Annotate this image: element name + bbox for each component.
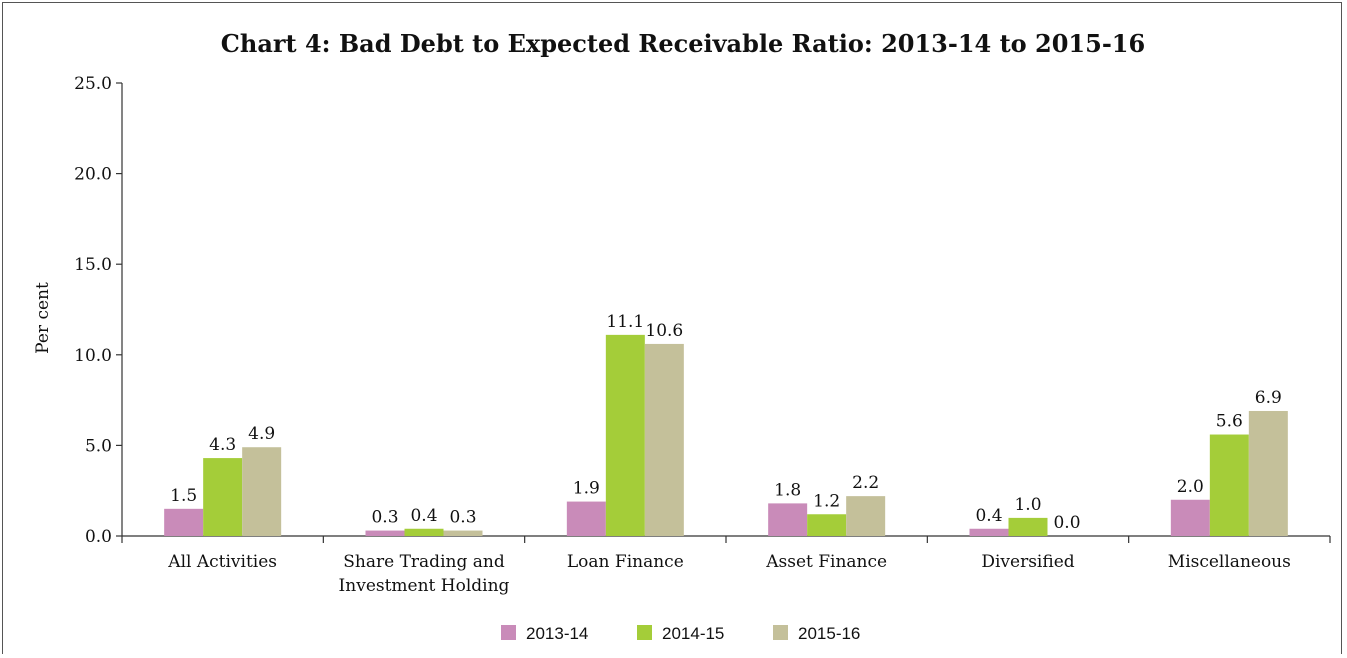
bar-2013-14 bbox=[566, 501, 606, 536]
x-category-label: Asset Finance bbox=[765, 552, 887, 572]
x-category-label: All Activities bbox=[167, 552, 277, 572]
bar-2014-15 bbox=[404, 528, 444, 536]
bar-2015-16 bbox=[846, 496, 886, 536]
bar-2015-16 bbox=[242, 447, 282, 536]
y-tick-label: 15.0 bbox=[74, 255, 112, 275]
legend-swatch bbox=[773, 625, 788, 640]
data-label: 2.0 bbox=[1177, 477, 1204, 497]
bar-2014-15 bbox=[605, 334, 645, 536]
bar-2013-14 bbox=[969, 528, 1009, 536]
y-tick-label: 20.0 bbox=[74, 165, 112, 185]
y-tick-label: 25.0 bbox=[74, 74, 112, 94]
x-category-label: Miscellaneous bbox=[1168, 552, 1291, 572]
legend-swatch bbox=[637, 625, 652, 640]
data-label: 4.9 bbox=[248, 424, 275, 444]
bar-2013-14 bbox=[1170, 499, 1210, 536]
legend-label: 2015-16 bbox=[798, 624, 860, 643]
bar-2014-15 bbox=[203, 458, 243, 536]
data-label: 6.9 bbox=[1255, 388, 1282, 408]
bar-2013-14 bbox=[164, 508, 204, 536]
x-category-label: Diversified bbox=[981, 552, 1074, 572]
x-category-label: Share Trading and bbox=[343, 552, 505, 572]
bar-2014-15 bbox=[1209, 434, 1249, 536]
y-axis-label: Per cent bbox=[33, 282, 53, 354]
data-label: 1.8 bbox=[774, 480, 801, 500]
y-tick-label: 0.0 bbox=[85, 527, 112, 547]
data-label: 10.6 bbox=[645, 321, 683, 341]
bar-2013-14 bbox=[365, 530, 405, 536]
x-category-label: Investment Holding bbox=[339, 576, 510, 596]
bars: 1.5 4.3 4.9 0.3 0.4 0.3 1.9 11.1 10.6 1.8 1.2 2.2 0.… bbox=[164, 312, 1288, 536]
bar-2015-16 bbox=[1248, 410, 1288, 536]
legend-swatch bbox=[501, 625, 516, 640]
data-label: 1.9 bbox=[573, 479, 600, 499]
data-label: 5.6 bbox=[1216, 412, 1243, 432]
data-label: 11.1 bbox=[606, 312, 644, 332]
legend-label: 2014-15 bbox=[662, 624, 724, 643]
y-tick-label: 10.0 bbox=[74, 346, 112, 366]
bar-2013-14 bbox=[768, 503, 808, 536]
bar-2015-16 bbox=[443, 530, 483, 536]
data-label: 1.0 bbox=[1014, 495, 1041, 515]
data-label: 0.3 bbox=[371, 508, 398, 528]
chart-title: Chart 4: Bad Debt to Expected Receivable… bbox=[221, 29, 1145, 58]
x-category-label: Loan Finance bbox=[567, 552, 684, 572]
bar-2015-16 bbox=[644, 343, 684, 536]
bar-2014-15 bbox=[807, 514, 847, 536]
y-tick-label: 5.0 bbox=[85, 436, 112, 456]
data-label: 2.2 bbox=[852, 473, 879, 493]
data-label: 0.3 bbox=[449, 508, 476, 528]
legend-label: 2013-14 bbox=[526, 624, 588, 643]
data-label: 0.0 bbox=[1053, 513, 1080, 533]
data-label: 0.4 bbox=[410, 506, 437, 526]
data-label: 4.3 bbox=[209, 435, 236, 455]
data-label: 1.2 bbox=[813, 491, 840, 511]
bar-2014-15 bbox=[1008, 517, 1048, 536]
data-label: 0.4 bbox=[975, 506, 1002, 526]
axes: 0.0 5.0 10.0 15.0 20.0 25.0 All Activities Shar… bbox=[74, 74, 1331, 596]
data-label: 1.5 bbox=[170, 486, 197, 506]
legend: 2013-14 2014-15 2015-16 bbox=[501, 624, 860, 643]
